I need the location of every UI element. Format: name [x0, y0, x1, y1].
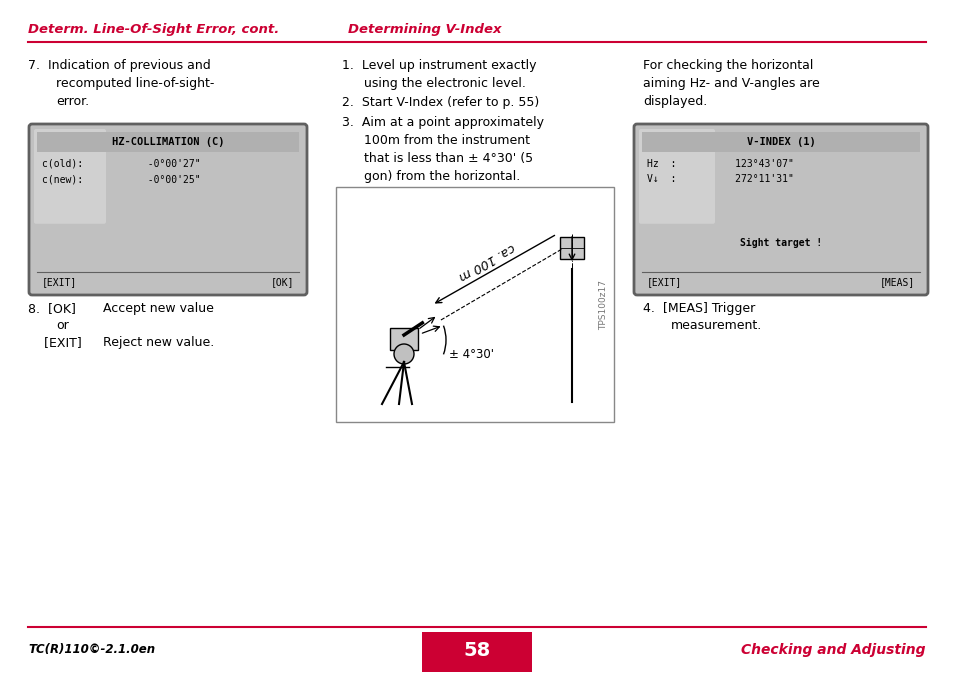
Text: V-INDEX (1): V-INDEX (1) [746, 137, 815, 147]
Text: measurement.: measurement. [670, 319, 761, 332]
Text: 58: 58 [463, 642, 490, 661]
Text: [EXIT]: [EXIT] [28, 336, 82, 349]
Text: ca. 100 m: ca. 100 m [456, 240, 517, 282]
Text: aiming Hz- and V-angles are: aiming Hz- and V-angles are [642, 77, 819, 90]
Text: Reject new value.: Reject new value. [103, 336, 214, 349]
Text: c(new):           -0°00'25": c(new): -0°00'25" [42, 174, 200, 184]
Text: 7.  Indication of previous and: 7. Indication of previous and [28, 59, 211, 72]
Text: Sight target !: Sight target ! [740, 238, 821, 248]
Text: 2.  Start V-Index (refer to p. 55): 2. Start V-Index (refer to p. 55) [341, 96, 538, 109]
Text: Determ. Line-Of-Sight Error, cont.: Determ. Line-Of-Sight Error, cont. [28, 22, 279, 35]
Bar [335, 187, 614, 422]
Circle shape [394, 344, 414, 364]
Text: Hz  :          123°43'07": Hz : 123°43'07" [646, 159, 793, 169]
Text: gon) from the horizontal.: gon) from the horizontal. [364, 170, 519, 183]
FancyBboxPatch shape [639, 129, 714, 224]
Text: [MEAS]: [MEAS] [879, 277, 914, 287]
Bar [421, 632, 532, 672]
Text: V↓  :          272°11'31": V↓ : 272°11'31" [646, 174, 793, 184]
Text: HZ-COLLIMATION (C): HZ-COLLIMATION (C) [112, 137, 224, 147]
Text: 3.  Aim at a point approximately: 3. Aim at a point approximately [341, 116, 543, 129]
Text: displayed.: displayed. [642, 95, 706, 108]
Text: [OK]: [OK] [271, 277, 294, 287]
Text: 8.  [OK]: 8. [OK] [28, 302, 76, 315]
Text: TPS100z17: TPS100z17 [598, 280, 608, 330]
Bar [559, 237, 583, 259]
Text: error.: error. [56, 95, 89, 108]
Text: ± 4°30': ± 4°30' [449, 349, 494, 362]
Text: Accept new value: Accept new value [103, 302, 213, 315]
Text: TC(R)110©-2.1.0en: TC(R)110©-2.1.0en [28, 644, 155, 657]
FancyBboxPatch shape [29, 124, 307, 295]
Text: [EXIT]: [EXIT] [42, 277, 77, 287]
Text: Determining V-Index: Determining V-Index [348, 22, 501, 35]
Text: or: or [56, 319, 69, 332]
Text: 4.  [MEAS] Trigger: 4. [MEAS] Trigger [642, 302, 755, 315]
Text: c(old):           -0°00'27": c(old): -0°00'27" [42, 159, 200, 169]
Bar [641, 132, 919, 152]
Text: recomputed line-of-sight-: recomputed line-of-sight- [56, 77, 214, 90]
FancyBboxPatch shape [34, 129, 106, 224]
FancyBboxPatch shape [634, 124, 927, 295]
Text: 1.  Level up instrument exactly: 1. Level up instrument exactly [341, 59, 536, 72]
Text: [EXIT]: [EXIT] [646, 277, 681, 287]
Text: 100m from the instrument: 100m from the instrument [364, 134, 530, 147]
Text: using the electronic level.: using the electronic level. [364, 77, 525, 90]
Bar [37, 132, 298, 152]
Text: For checking the horizontal: For checking the horizontal [642, 59, 813, 72]
Bar [390, 328, 417, 350]
Text: Checking and Adjusting: Checking and Adjusting [740, 643, 925, 657]
Text: that is less than ± 4°30' (5: that is less than ± 4°30' (5 [364, 152, 533, 165]
